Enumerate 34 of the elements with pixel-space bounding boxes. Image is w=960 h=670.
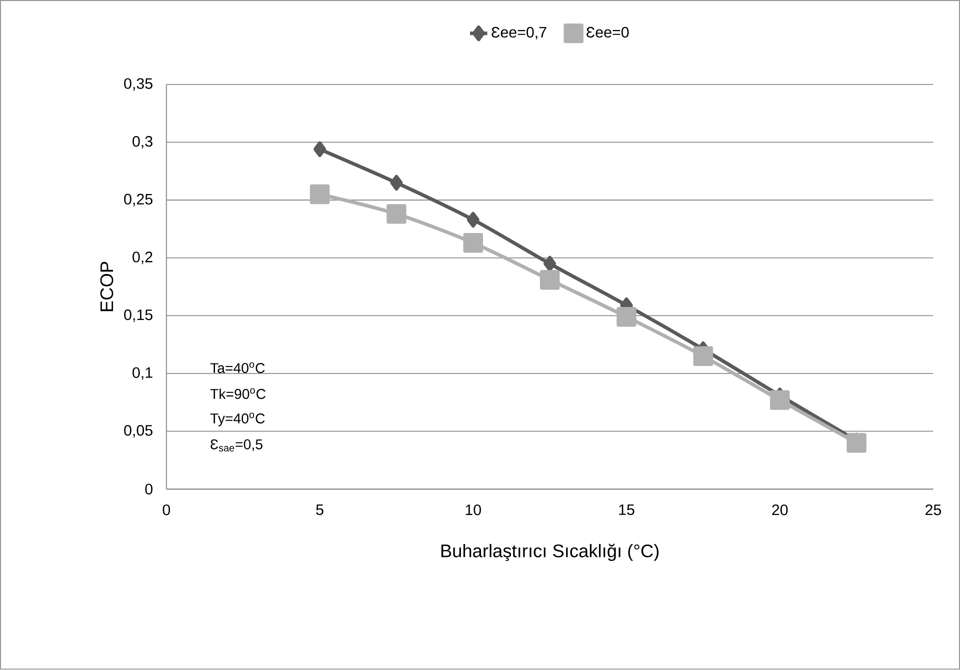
annotation: Ty=40$^{o}$C: [210, 412, 265, 426]
y-tick-label: 0,2: [132, 252, 152, 264]
y-tick-label: 0,1: [132, 367, 152, 380]
annotation: Tk=90$^{o}$C: [210, 388, 266, 400]
x-tick-label: 0: [162, 504, 170, 516]
point: [846, 433, 866, 453]
y-tick-label: 0: [145, 484, 152, 495]
x-tick-label: 25: [926, 504, 942, 516]
y-tick-label: 0,15: [124, 310, 152, 322]
point: [543, 256, 556, 272]
y-tick-label: 0,35: [124, 78, 152, 91]
y-axis-title: ECOP: [100, 262, 114, 312]
point: [390, 175, 403, 191]
x-tick-label: 20: [772, 504, 788, 516]
y-tick-label: 0,05: [124, 425, 152, 438]
point: [463, 233, 483, 253]
annotation: Ta=40$^{o}$C: [210, 362, 265, 374]
point: [313, 142, 326, 158]
point: [770, 390, 790, 410]
point: [466, 212, 480, 228]
x-tick-label: 10: [466, 504, 481, 516]
legend-label: Ɛee=0,7: [492, 27, 546, 40]
point: [540, 270, 560, 290]
legend-label: Ɛee=0: [586, 27, 629, 38]
y-tick-label: 0,25: [124, 194, 152, 207]
point: [386, 204, 406, 224]
x-axis-title: Buharlaştırıcı Sıcaklığı (°C): [441, 544, 659, 562]
x-tick-label: 5: [316, 504, 324, 516]
point: [693, 346, 714, 366]
y-tick-label: 0,3: [132, 136, 152, 149]
point: [616, 307, 636, 327]
point: [310, 184, 330, 204]
x-tick-label: 15: [619, 504, 634, 516]
annotation: Ɛ$_{sae}$=0,5: [210, 439, 262, 452]
